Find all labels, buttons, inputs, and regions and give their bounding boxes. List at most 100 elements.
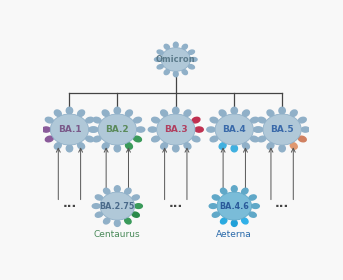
Ellipse shape <box>249 212 256 217</box>
Ellipse shape <box>243 110 249 116</box>
Text: Aeterna: Aeterna <box>216 230 252 239</box>
Ellipse shape <box>164 44 169 49</box>
Ellipse shape <box>290 143 297 149</box>
Text: BA.5: BA.5 <box>270 125 294 134</box>
Ellipse shape <box>212 212 220 217</box>
Ellipse shape <box>195 127 203 132</box>
Ellipse shape <box>231 145 237 152</box>
Ellipse shape <box>242 218 248 224</box>
Ellipse shape <box>137 127 145 132</box>
Ellipse shape <box>164 69 169 74</box>
Ellipse shape <box>258 117 266 123</box>
Ellipse shape <box>174 42 178 48</box>
Ellipse shape <box>174 71 178 77</box>
Ellipse shape <box>279 145 285 152</box>
Circle shape <box>157 114 195 145</box>
Ellipse shape <box>255 127 263 132</box>
Ellipse shape <box>161 110 168 116</box>
Ellipse shape <box>182 69 187 74</box>
Text: ...: ... <box>62 197 76 211</box>
Ellipse shape <box>207 127 215 132</box>
Ellipse shape <box>188 65 194 69</box>
Ellipse shape <box>279 107 285 114</box>
Ellipse shape <box>221 188 227 194</box>
Ellipse shape <box>78 143 85 149</box>
Ellipse shape <box>267 110 274 116</box>
Ellipse shape <box>210 136 218 142</box>
Ellipse shape <box>125 218 131 224</box>
Ellipse shape <box>219 143 226 149</box>
Ellipse shape <box>192 136 200 142</box>
Ellipse shape <box>267 143 274 149</box>
Ellipse shape <box>173 145 179 152</box>
Ellipse shape <box>132 212 139 217</box>
Ellipse shape <box>102 110 109 116</box>
Ellipse shape <box>250 117 258 123</box>
Ellipse shape <box>301 127 310 132</box>
Ellipse shape <box>152 117 159 123</box>
Ellipse shape <box>90 127 98 132</box>
Circle shape <box>100 192 134 220</box>
Ellipse shape <box>251 204 259 208</box>
Ellipse shape <box>250 136 258 142</box>
Ellipse shape <box>66 145 73 152</box>
Ellipse shape <box>231 107 237 114</box>
Ellipse shape <box>210 117 218 123</box>
Text: BA.2.75: BA.2.75 <box>99 202 135 211</box>
Ellipse shape <box>157 50 163 54</box>
Ellipse shape <box>190 57 197 61</box>
Text: BA.4: BA.4 <box>222 125 246 134</box>
Ellipse shape <box>114 145 120 152</box>
Text: BA.3: BA.3 <box>164 125 188 134</box>
Text: BA.1: BA.1 <box>58 125 81 134</box>
Ellipse shape <box>66 107 73 114</box>
Ellipse shape <box>95 195 103 200</box>
Ellipse shape <box>243 143 249 149</box>
Ellipse shape <box>290 110 297 116</box>
Ellipse shape <box>209 204 217 208</box>
Ellipse shape <box>104 218 110 224</box>
Ellipse shape <box>242 188 248 194</box>
Ellipse shape <box>221 218 227 224</box>
Ellipse shape <box>192 117 200 123</box>
Text: BA.2: BA.2 <box>106 125 129 134</box>
Ellipse shape <box>219 110 226 116</box>
Text: ...: ... <box>169 197 183 211</box>
Ellipse shape <box>125 188 131 194</box>
Circle shape <box>217 192 251 220</box>
Ellipse shape <box>184 143 191 149</box>
Ellipse shape <box>86 136 94 142</box>
Ellipse shape <box>78 110 85 116</box>
Ellipse shape <box>126 143 132 149</box>
Ellipse shape <box>93 117 101 123</box>
Ellipse shape <box>212 195 220 200</box>
Ellipse shape <box>132 195 139 200</box>
Ellipse shape <box>298 117 306 123</box>
Ellipse shape <box>93 136 101 142</box>
Ellipse shape <box>148 127 157 132</box>
Circle shape <box>215 114 253 145</box>
Ellipse shape <box>102 143 109 149</box>
Circle shape <box>50 114 88 145</box>
Ellipse shape <box>104 188 110 194</box>
Ellipse shape <box>152 136 159 142</box>
Ellipse shape <box>188 50 194 54</box>
Ellipse shape <box>88 127 97 132</box>
Text: BA.4.6: BA.4.6 <box>220 202 249 211</box>
Ellipse shape <box>298 136 306 142</box>
Ellipse shape <box>154 57 161 61</box>
Circle shape <box>161 48 190 71</box>
Ellipse shape <box>133 136 141 142</box>
Ellipse shape <box>231 220 237 227</box>
Ellipse shape <box>54 110 61 116</box>
Ellipse shape <box>126 110 132 116</box>
Ellipse shape <box>114 107 120 114</box>
Ellipse shape <box>133 117 141 123</box>
Ellipse shape <box>182 44 187 49</box>
Ellipse shape <box>231 186 237 192</box>
Ellipse shape <box>161 143 168 149</box>
Ellipse shape <box>45 136 53 142</box>
Circle shape <box>98 114 137 145</box>
Text: Centaurus: Centaurus <box>94 230 141 239</box>
Ellipse shape <box>114 186 120 192</box>
